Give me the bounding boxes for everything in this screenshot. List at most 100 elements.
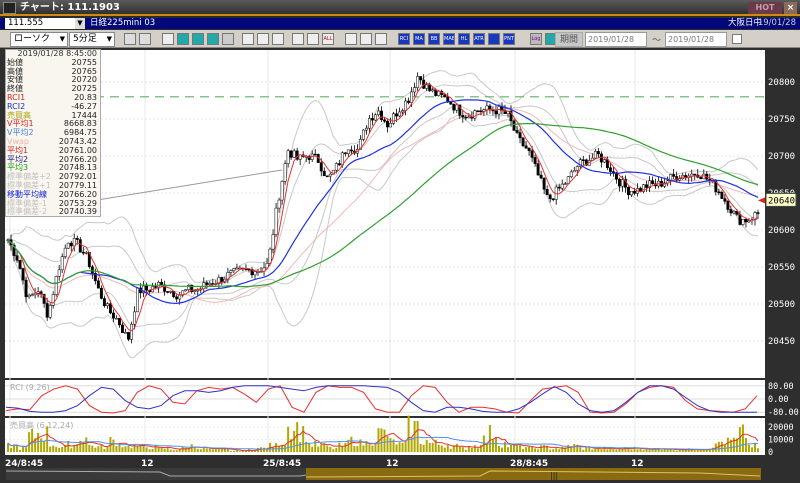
eraser-icon[interactable] bbox=[272, 33, 284, 45]
volume-bar bbox=[422, 444, 425, 452]
volume-bar bbox=[374, 443, 377, 452]
tool-icon[interactable] bbox=[222, 33, 234, 45]
volume-bar bbox=[308, 443, 311, 452]
volume-bar bbox=[488, 424, 491, 452]
candle-body bbox=[289, 150, 293, 158]
ichimoku-icon[interactable] bbox=[488, 33, 500, 45]
candle-body bbox=[142, 285, 145, 293]
candle-body bbox=[268, 248, 272, 264]
checkbox[interactable] bbox=[732, 34, 742, 44]
chart-type-select[interactable]: ローソク ▼ bbox=[10, 32, 68, 47]
volume-bar bbox=[79, 440, 82, 452]
crosshair-icon[interactable] bbox=[139, 33, 151, 45]
brush-icon[interactable] bbox=[360, 33, 372, 45]
gear-icon[interactable] bbox=[345, 33, 357, 45]
interval-value: 5分足 bbox=[73, 34, 97, 44]
volume-bar bbox=[555, 448, 558, 452]
volume-bar bbox=[597, 447, 600, 452]
rci-icon[interactable]: RCI bbox=[398, 33, 410, 45]
volume-bar bbox=[651, 449, 654, 452]
candle-body bbox=[166, 291, 170, 293]
overview-scroll-thumb[interactable] bbox=[306, 468, 761, 480]
candle-body bbox=[530, 150, 534, 158]
candle-body bbox=[145, 285, 149, 291]
color-icon[interactable] bbox=[375, 33, 387, 45]
date-from-input[interactable]: 2019/01/28 bbox=[585, 32, 647, 47]
period-button[interactable]: 期間 bbox=[555, 32, 583, 47]
symbol-code-input[interactable]: 111.555 bbox=[5, 18, 75, 29]
volume-bar bbox=[175, 450, 178, 452]
close-button[interactable]: × bbox=[784, 2, 797, 14]
price-tick-label: 20700 bbox=[768, 152, 795, 162]
candle-body bbox=[274, 207, 278, 235]
pnt-icon[interactable]: PNT bbox=[503, 33, 515, 45]
candle-body bbox=[196, 289, 200, 292]
volume-bar bbox=[470, 447, 473, 452]
candle-body bbox=[328, 173, 332, 177]
volume-bar bbox=[618, 448, 621, 452]
candle-body bbox=[521, 137, 525, 147]
candle-body bbox=[608, 167, 612, 172]
info-row: 終値 20725 bbox=[6, 84, 100, 94]
candle-body bbox=[633, 190, 636, 194]
volume-bar bbox=[681, 450, 684, 452]
ma-icon[interactable]: MA bbox=[413, 33, 425, 45]
hot-button[interactable]: HOT bbox=[748, 2, 782, 14]
toolbar: ローソク ▼ 5分足 ▼ ALL RCI MA BB MAE HL ATR PNT Log 期間 2… bbox=[0, 30, 800, 48]
volume-bar bbox=[299, 442, 302, 452]
bb-icon[interactable]: BB bbox=[428, 33, 440, 45]
volume-bar bbox=[600, 449, 603, 452]
volume-bar bbox=[208, 448, 211, 452]
volume-bar bbox=[642, 450, 645, 452]
candle-body bbox=[178, 294, 182, 300]
tool-icon[interactable] bbox=[162, 33, 174, 45]
volume-bar bbox=[70, 448, 73, 452]
tool-icon[interactable] bbox=[307, 33, 319, 45]
info-value: 20.83 bbox=[74, 92, 97, 102]
interval-select[interactable]: 5分足 ▼ bbox=[69, 32, 115, 47]
time-tick-label: 28/8:45 bbox=[510, 459, 548, 469]
pointer-icon[interactable] bbox=[257, 33, 269, 45]
mae-icon[interactable]: MAE bbox=[443, 33, 455, 45]
volume-bar bbox=[184, 447, 187, 452]
tool-icon[interactable] bbox=[207, 33, 219, 45]
tool-icon[interactable] bbox=[192, 33, 204, 45]
zoom-icon[interactable] bbox=[124, 33, 136, 45]
volume-bar bbox=[672, 450, 675, 452]
date-to-input[interactable]: 2019/01/28 bbox=[665, 32, 727, 47]
info-value: 8668.83 bbox=[63, 119, 97, 129]
volume-bar bbox=[19, 449, 22, 452]
volume-bar bbox=[43, 440, 46, 452]
tool-icon[interactable] bbox=[177, 33, 189, 45]
volume-bar bbox=[314, 440, 317, 452]
candle-body bbox=[157, 282, 161, 288]
candle-body bbox=[57, 269, 61, 277]
candle-body bbox=[325, 175, 329, 178]
all-icon[interactable]: ALL bbox=[322, 33, 334, 45]
volume-bar bbox=[214, 448, 217, 452]
volume-bar bbox=[166, 447, 169, 452]
log-icon[interactable]: Log bbox=[530, 33, 542, 45]
volume-bar bbox=[178, 448, 181, 452]
volume-bar bbox=[187, 448, 190, 452]
volume-bar bbox=[500, 447, 503, 452]
price-chart[interactable]: 2080020750207002065020600205502050020450… bbox=[0, 48, 800, 483]
volume-tick-label: 20000 bbox=[768, 423, 794, 433]
candle-body bbox=[54, 276, 58, 295]
hl-icon[interactable]: HL bbox=[458, 33, 470, 45]
atr-icon[interactable]: ATR bbox=[473, 33, 485, 45]
candle-body bbox=[229, 270, 233, 273]
volume-bar bbox=[88, 444, 91, 452]
volume-bar bbox=[37, 432, 40, 452]
tool-icon[interactable] bbox=[292, 33, 304, 45]
candle-body bbox=[160, 282, 164, 286]
volume-bar bbox=[205, 448, 208, 452]
time-tick-label: 24/8:45 bbox=[5, 459, 43, 469]
info-value: 20765 bbox=[71, 66, 97, 76]
chevron-down-icon[interactable]: ▼ bbox=[75, 18, 85, 29]
volume-bar bbox=[22, 446, 25, 452]
candle-body bbox=[136, 287, 139, 313]
pen-icon[interactable] bbox=[242, 33, 254, 45]
volume-bar bbox=[341, 446, 344, 452]
candle-body bbox=[578, 159, 582, 167]
